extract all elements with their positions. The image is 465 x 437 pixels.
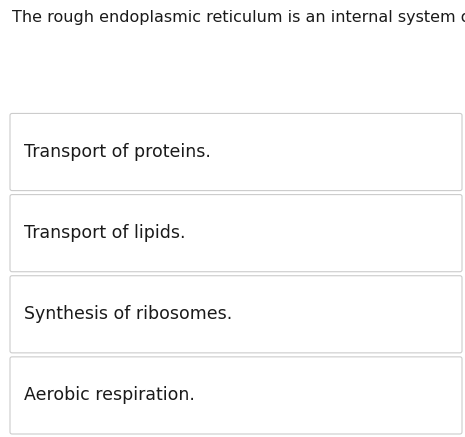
Text: Aerobic respiration.: Aerobic respiration. <box>24 386 195 404</box>
FancyBboxPatch shape <box>10 357 462 434</box>
FancyBboxPatch shape <box>10 276 462 353</box>
FancyBboxPatch shape <box>10 114 462 191</box>
Text: Transport of lipids.: Transport of lipids. <box>24 224 186 242</box>
Text: Synthesis of ribosomes.: Synthesis of ribosomes. <box>24 305 232 323</box>
Text: The rough endoplasmic reticulum is an internal system of flattened membranous sa: The rough endoplasmic reticulum is an in… <box>12 10 465 25</box>
Text: Transport of proteins.: Transport of proteins. <box>24 143 211 161</box>
FancyBboxPatch shape <box>10 194 462 272</box>
